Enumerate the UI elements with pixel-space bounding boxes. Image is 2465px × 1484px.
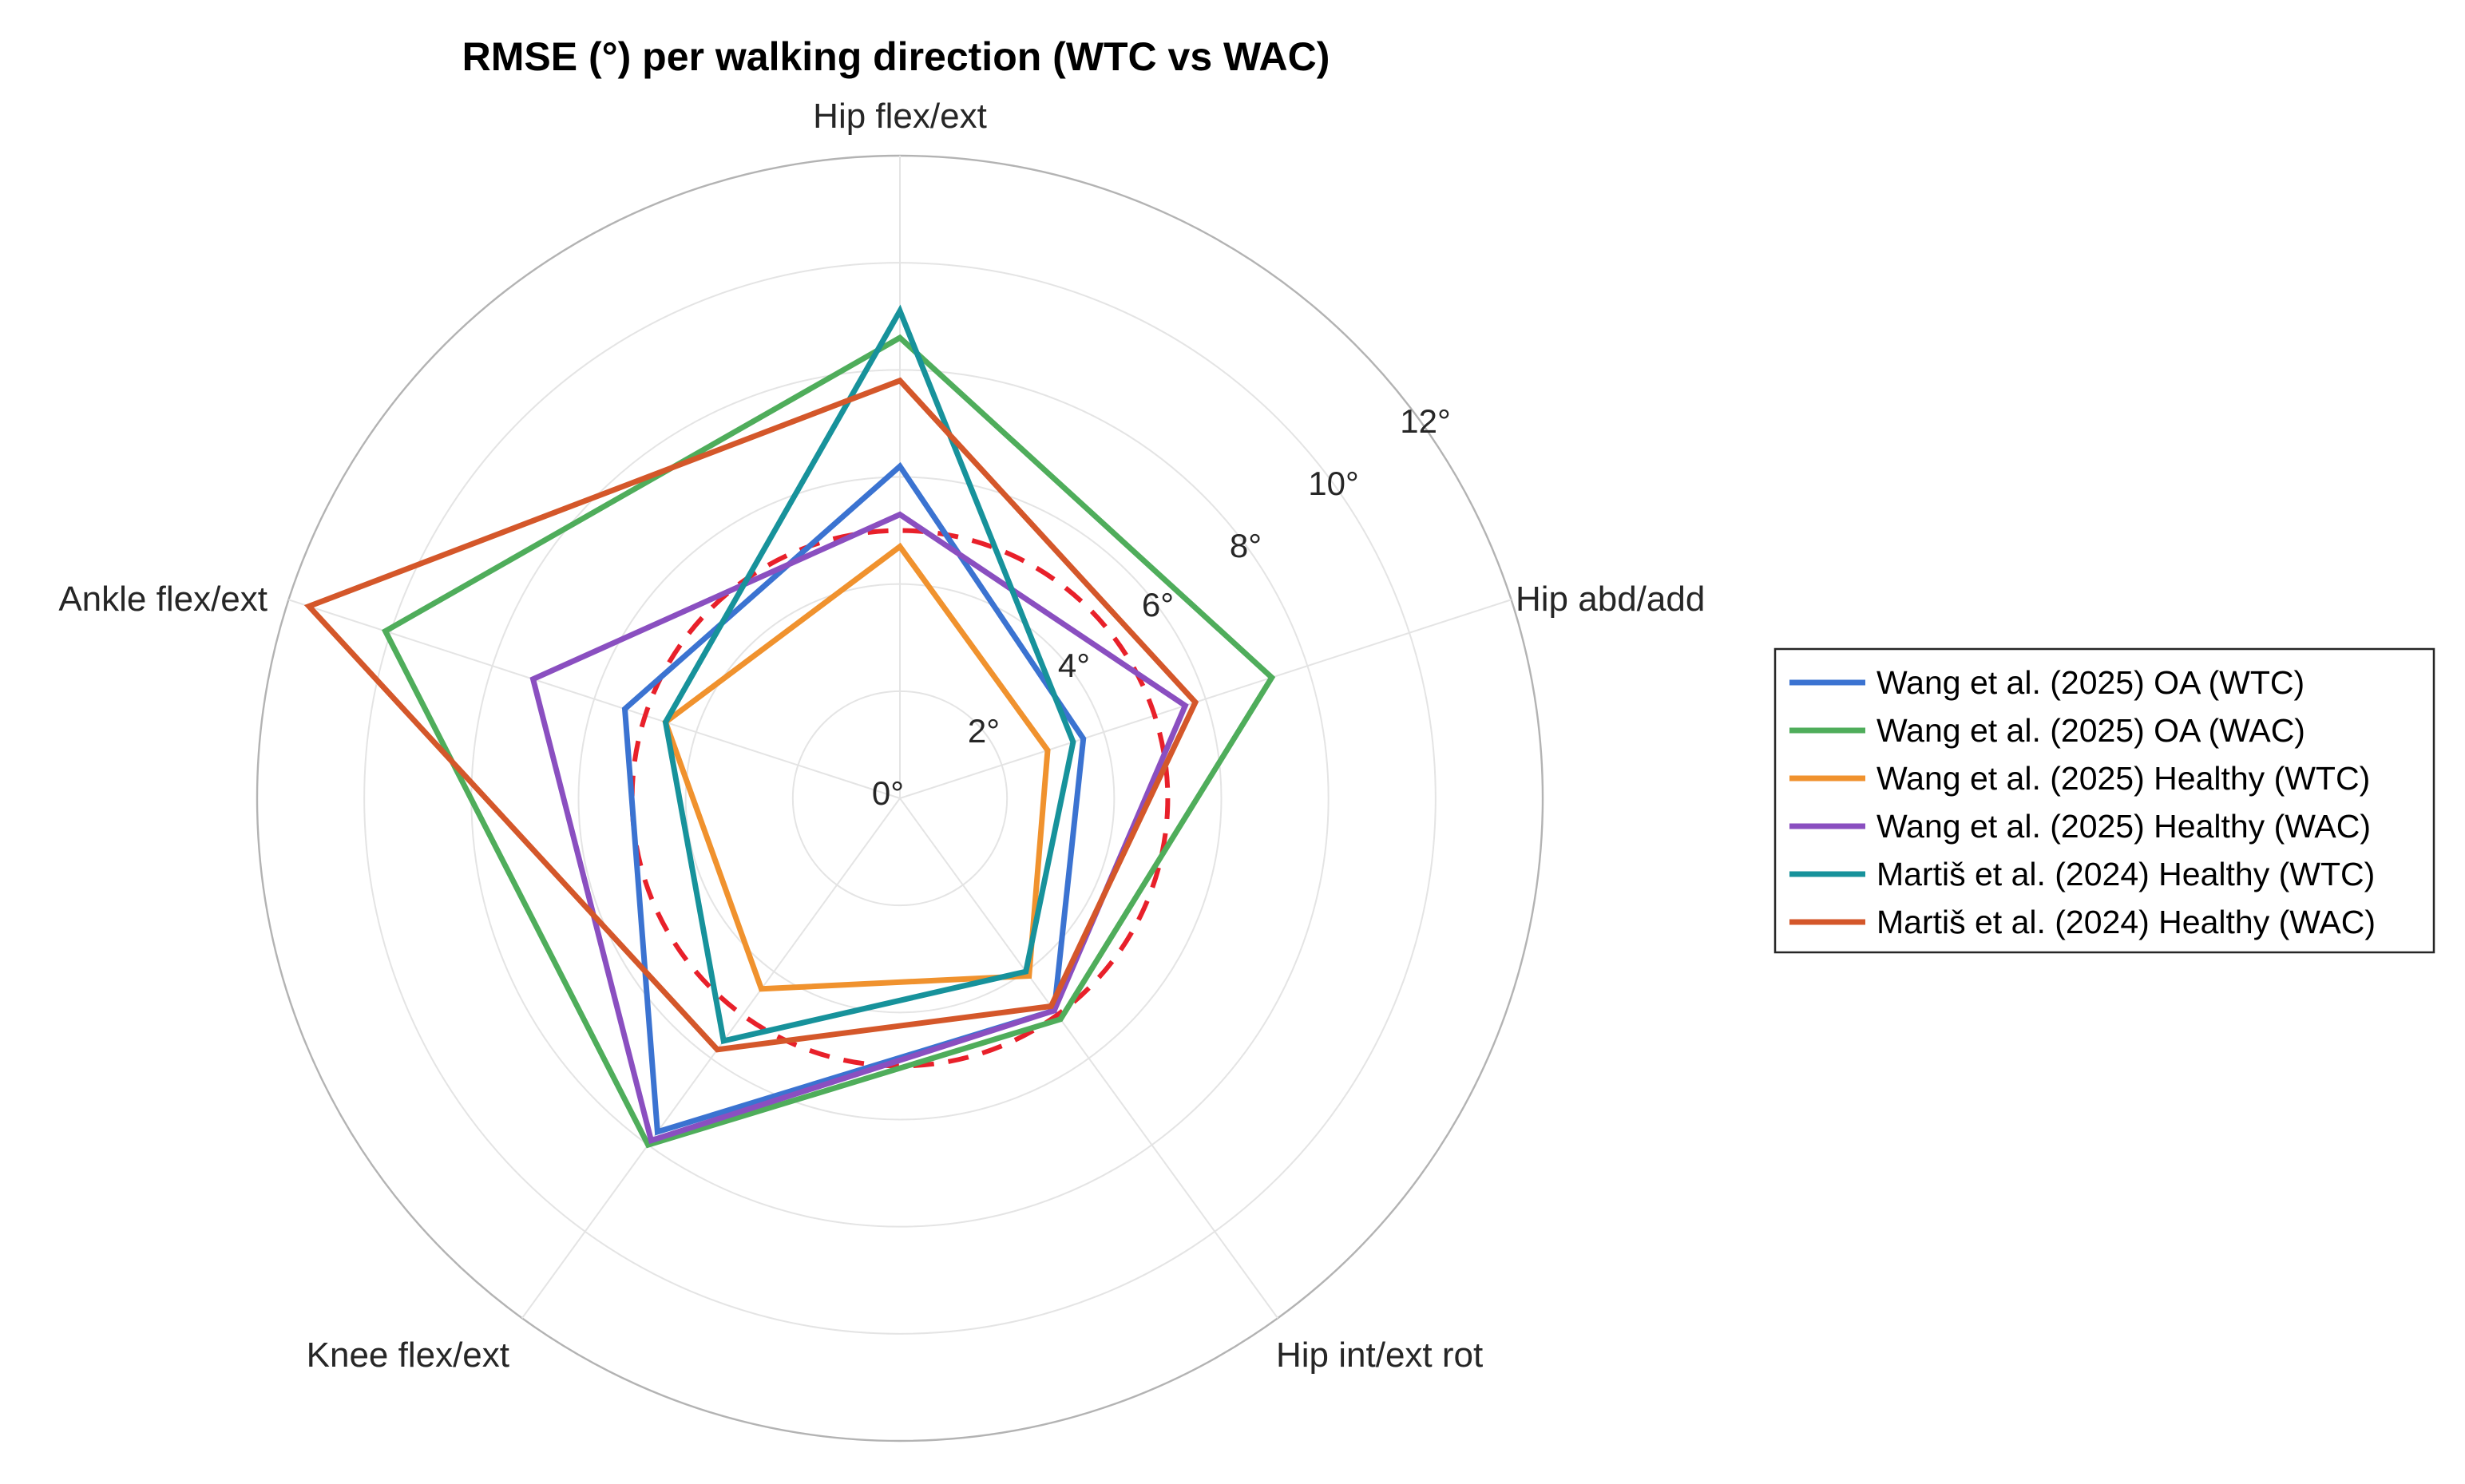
grid-spoke [288, 599, 901, 799]
r-tick-label: 12° [1400, 402, 1451, 440]
label-layer: 0° 2° 4° 6° 8° 10° 12° Hip flex/ext Hip abd/add H… [58, 97, 1705, 1375]
series-line [529, 511, 1189, 1145]
series-line [662, 304, 1076, 1045]
grid-layer [256, 154, 1544, 1442]
legend-label: Martiš et al. (2024) Healthy (WTC) [1876, 856, 2375, 892]
reference-circle [629, 528, 1171, 1069]
r-tick-label: 6° [1142, 586, 1174, 623]
series-line [303, 377, 1199, 1053]
chart-title: RMSE (°) per walking direction (WTC vs W… [462, 34, 1330, 79]
axis-label: Hip int/ext rot [1276, 1336, 1483, 1375]
axis-label: Ankle flex/ext [58, 580, 268, 619]
grid-spoke [521, 797, 901, 1319]
axis-label: Knee flex/ext [307, 1336, 509, 1375]
axis-label: Hip abd/add [1516, 580, 1705, 619]
grid-spoke [899, 797, 1278, 1319]
legend-label: Wang et al. (2025) OA (WTC) [1876, 664, 2304, 701]
legend-box [1773, 647, 2435, 954]
legend-label: Wang et al. (2025) OA (WAC) [1876, 712, 2305, 749]
r-tick-label: 0° [872, 774, 904, 812]
axis-label: Hip flex/ext [813, 97, 987, 136]
r-tick-label: 10° [1308, 465, 1359, 502]
r-tick-label: 2° [968, 712, 1000, 750]
legend-label: Wang et al. (2025) Healthy (WAC) [1876, 808, 2371, 845]
r-tick-label: 4° [1058, 647, 1090, 684]
series-layer [303, 304, 1276, 1149]
r-tick-label: 8° [1230, 527, 1262, 564]
series-line [662, 542, 1051, 992]
legend-label: Wang et al. (2025) Healthy (WTC) [1876, 760, 2370, 797]
legend-label: Martiš et al. (2024) Healthy (WAC) [1876, 904, 2376, 940]
grid-spoke [899, 599, 1512, 799]
series-line [381, 334, 1276, 1149]
legend: Wang et al. (2025) OA (WTC) Wang et al. (… [1773, 647, 2435, 954]
